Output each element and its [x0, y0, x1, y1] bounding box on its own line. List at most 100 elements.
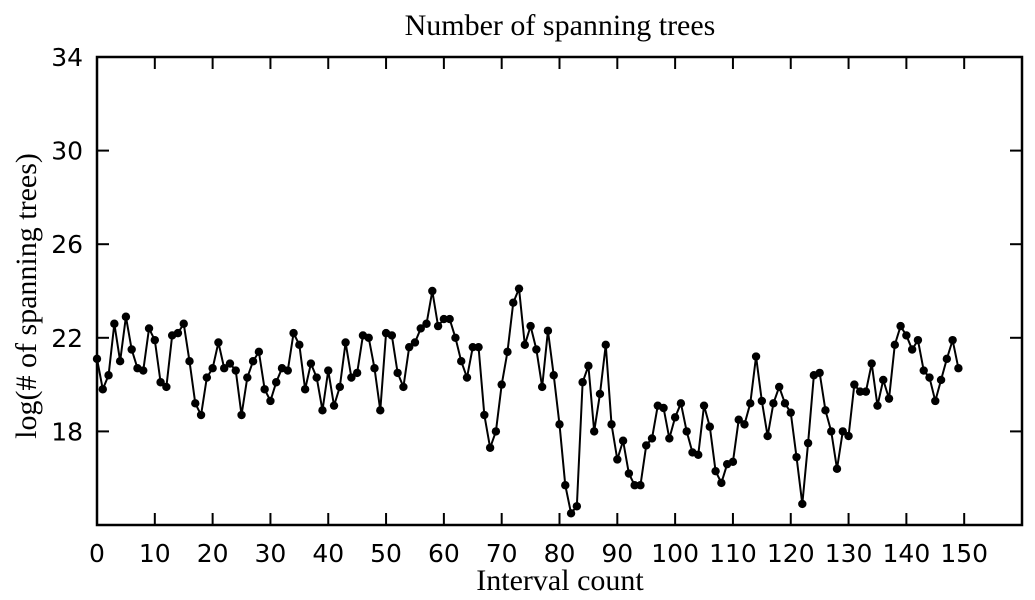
data-point: [838, 427, 847, 436]
data-point: [254, 347, 264, 357]
data-point: [231, 366, 240, 375]
y-axis-label: log(# of spanning trees): [10, 153, 43, 439]
x-tick-label: 40: [312, 539, 344, 568]
data-point: [451, 333, 460, 342]
data-point: [173, 328, 183, 338]
plot-area: 0 10 20 30 40 50 60 70 80 90 100 110 120 130 140 150 18…: [51, 43, 1024, 568]
data-point: [98, 385, 107, 394]
x-tick-label: 130: [825, 539, 873, 568]
x-tick-label: 20: [197, 539, 229, 568]
data-point: [572, 502, 582, 511]
x-axis-label: Interval count: [476, 564, 644, 597]
data-point: [156, 378, 165, 387]
data-point: [225, 359, 235, 368]
data-point: [370, 364, 379, 373]
data-point: [647, 434, 657, 443]
data-point: [537, 382, 547, 392]
x-tick-label: 70: [486, 539, 518, 568]
data-point: [670, 413, 680, 422]
y-tick-label: 18: [51, 417, 83, 446]
data-point: [798, 499, 807, 509]
data-point: [821, 406, 830, 415]
data-point: [445, 314, 454, 324]
data-point: [740, 420, 749, 429]
data-point: [462, 373, 472, 382]
data-point: [491, 427, 501, 436]
data-point: [185, 357, 194, 366]
data-point: [618, 436, 628, 445]
x-axis-ticks: 0 10 20 30 40 50 60 70 80 90 100 110 120 130 140 150: [89, 57, 988, 568]
data-point: [144, 324, 154, 333]
data-point: [931, 396, 940, 406]
data-point: [364, 333, 373, 342]
data-point: [566, 509, 576, 518]
data-point: [404, 342, 414, 352]
data-point: [121, 312, 131, 321]
x-tick-label: 80: [544, 539, 576, 568]
data-point: [717, 478, 726, 488]
data-point: [92, 354, 102, 364]
data-point: [624, 469, 634, 478]
data-point: [642, 441, 651, 450]
x-tick-label: 60: [428, 539, 460, 568]
data-point: [630, 481, 639, 490]
data-point: [896, 321, 905, 331]
data-point: [196, 410, 206, 420]
data-point: [248, 357, 258, 366]
data-point: [555, 420, 564, 429]
data-point: [890, 340, 900, 350]
data-point: [428, 286, 437, 296]
data-point: [763, 431, 772, 441]
data-point: [774, 382, 784, 392]
data-point: [601, 340, 610, 350]
data-point: [485, 443, 495, 452]
data-point: [300, 385, 310, 394]
data-point: [104, 371, 113, 380]
data-point: [433, 321, 443, 331]
x-tick-label: 30: [255, 539, 287, 568]
data-point: [913, 335, 923, 345]
y-tick-label: 34: [51, 43, 83, 72]
data-point: [694, 450, 703, 459]
chart-title: Number of spanning trees: [405, 9, 716, 42]
data-point: [283, 366, 292, 375]
data-point: [306, 359, 316, 368]
data-point: [867, 359, 876, 368]
data-point: [532, 345, 541, 354]
data-point: [416, 324, 425, 333]
y-tick-label: 30: [51, 137, 83, 166]
data-point: [792, 452, 801, 462]
data-point: [115, 357, 125, 366]
x-tick-label: 100: [651, 539, 699, 568]
data-point: [312, 373, 321, 382]
data-point: [393, 368, 402, 378]
data-point: [335, 382, 345, 392]
x-tick-label: 140: [883, 539, 931, 568]
data-point: [584, 361, 593, 371]
data-point: [613, 455, 622, 464]
data-point: [208, 364, 217, 373]
data-point: [780, 399, 790, 408]
data-point: [376, 406, 385, 415]
data-point: [399, 382, 408, 392]
data-point: [786, 408, 795, 417]
data-point: [474, 342, 483, 352]
y-axis-ticks: 18 22 26 30 34: [51, 43, 1022, 446]
x-tick-label: 110: [709, 539, 757, 568]
data-point: [549, 371, 558, 380]
data-point: [139, 366, 148, 375]
data-point: [699, 401, 709, 410]
y-tick-label: 22: [51, 324, 83, 353]
data-point: [387, 331, 397, 340]
data-point: [827, 427, 836, 436]
data-point: [850, 380, 859, 389]
data-point: [352, 368, 362, 378]
data-point: [526, 321, 535, 331]
x-tick-label: 0: [89, 539, 105, 568]
data-point: [948, 335, 957, 345]
data-point: [578, 378, 587, 387]
data-point: [347, 373, 356, 382]
data-point: [676, 399, 686, 408]
data-point: [520, 340, 530, 350]
